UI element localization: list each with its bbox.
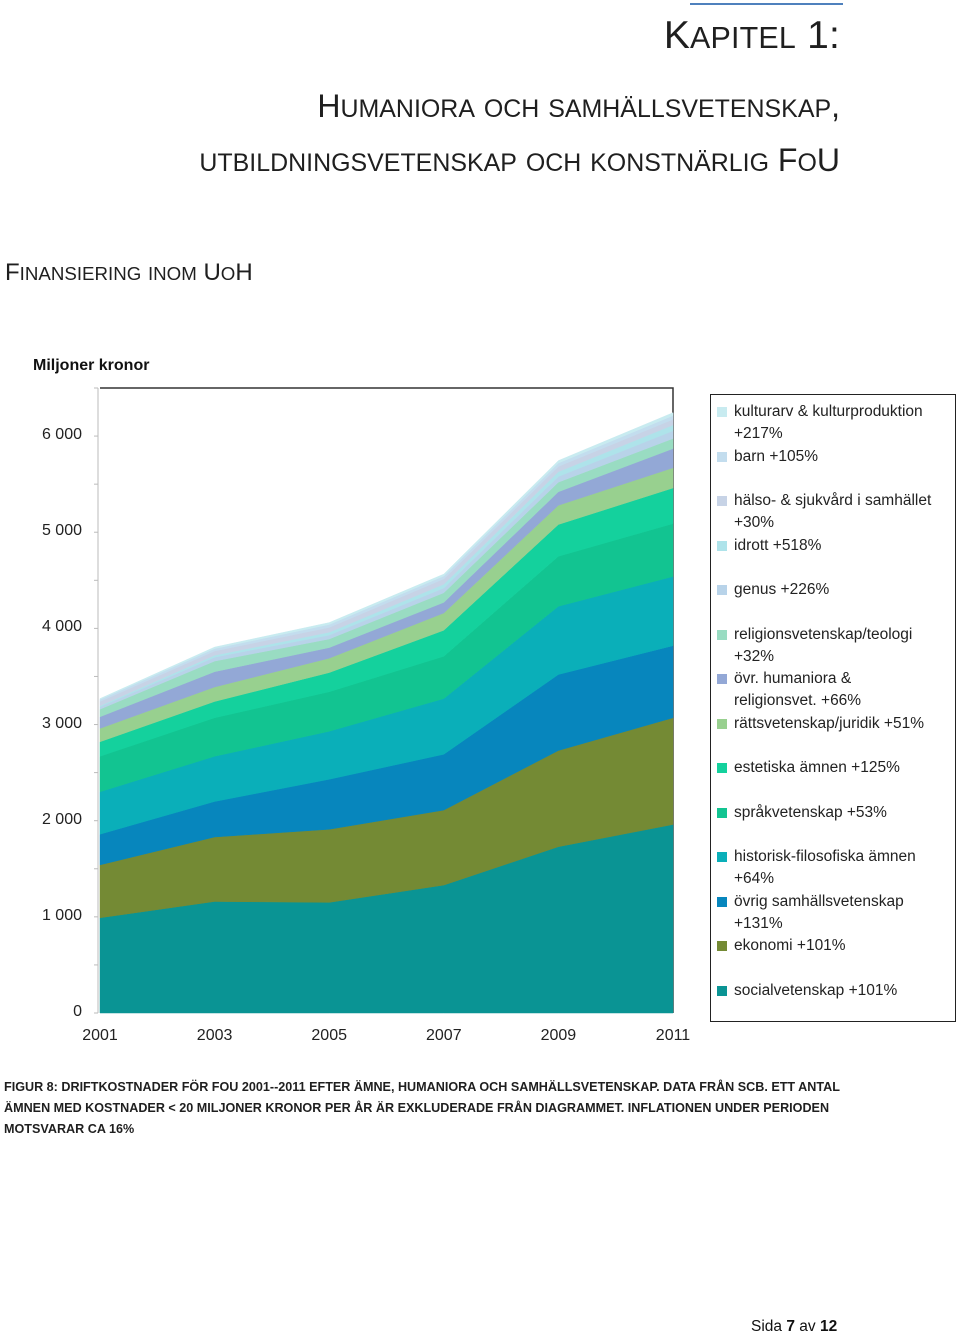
- legend-swatch: [717, 986, 727, 996]
- legend-swatch: [717, 630, 727, 640]
- legend-label: historisk-filosofiska ämnen +64%: [734, 848, 916, 887]
- page-label: Sida: [751, 1318, 783, 1335]
- legend-swatch: [717, 852, 727, 862]
- y-axis-unit-label: Miljoner kronor: [33, 357, 150, 374]
- legend-label: kulturarv & kulturproduktion +217%: [734, 403, 923, 442]
- legend-swatch: [717, 585, 727, 595]
- area-series-14: [99, 412, 674, 700]
- legend-swatch: [717, 496, 727, 506]
- legend-swatch: [717, 719, 727, 729]
- page-number: Sida 7 av 12: [751, 1318, 837, 1336]
- y-tick-label: 5 000: [41, 522, 82, 540]
- page-of: av: [799, 1318, 816, 1335]
- legend-label: estetiska ämnen +125%: [734, 759, 900, 776]
- legend-label: övr. humaniora & religionsvet. +66%: [734, 670, 862, 709]
- x-tick-label: 2005: [311, 1027, 347, 1044]
- x-tick-label: 2009: [540, 1027, 577, 1044]
- legend-swatch: [717, 941, 727, 951]
- section-title: FINANSIERING INOM UOH: [5, 259, 253, 286]
- legend-label: hälso- & sjukvård i samhället +30%: [734, 492, 932, 531]
- legend-label: övrig samhällsvetenskap +131%: [734, 893, 904, 932]
- legend-swatch: [717, 897, 727, 907]
- legend-swatch: [717, 452, 727, 462]
- figure-caption: FIGUR 8: DRIFTKOSTNADER FÖR FOU 2001--20…: [4, 1080, 840, 1136]
- legend-swatch: [717, 541, 727, 551]
- y-tick-label: 0: [73, 1003, 82, 1020]
- chapter-title: KAPITEL 1:: [663, 14, 840, 57]
- stacked-area-chart: [94, 387, 674, 1014]
- page-current: 7: [786, 1318, 795, 1335]
- legend-label: idrott +518%: [734, 537, 822, 554]
- header-rule: [690, 3, 843, 5]
- x-tick-label: 2011: [655, 1027, 691, 1044]
- legend-swatch: [717, 808, 727, 818]
- y-tick-label: 1 000: [41, 906, 82, 924]
- title-line-2: UTBILDNINGSVETENSKAP OCH KONSTNÄRLIG FOU: [199, 142, 840, 178]
- y-tick-label: 6 000: [41, 426, 82, 444]
- legend-label: genus +226%: [734, 581, 830, 598]
- x-tick-label: 2001: [82, 1027, 118, 1044]
- page-total: 12: [819, 1318, 838, 1335]
- x-tick-label: 2003: [196, 1027, 233, 1044]
- y-tick-label: 4 000: [41, 618, 82, 636]
- legend-label: ekonomi +101%: [734, 937, 846, 954]
- chart-legend: kulturarv & kulturproduktion +217% barn +1…: [710, 394, 956, 1022]
- legend-label: religionsvetenskap/teologi +32%: [734, 626, 913, 665]
- legend-swatch: [717, 763, 727, 773]
- legend-label: barn +105%: [734, 448, 819, 465]
- x-tick-label: 2007: [426, 1027, 462, 1044]
- y-tick-label: 3 000: [41, 714, 82, 732]
- legend-swatch: [717, 407, 727, 417]
- legend-label: socialvetenskap +101%: [734, 982, 898, 999]
- legend-label: rättsvetenskap/juridik +51%: [734, 715, 924, 732]
- y-tick-label: 2 000: [41, 810, 82, 828]
- title-line-1: HUMANIORA OCH SAMHÄLLSVETENSKAP,: [317, 88, 840, 124]
- legend-label: språkvetenskap +53%: [734, 804, 887, 821]
- legend-swatch: [717, 674, 727, 684]
